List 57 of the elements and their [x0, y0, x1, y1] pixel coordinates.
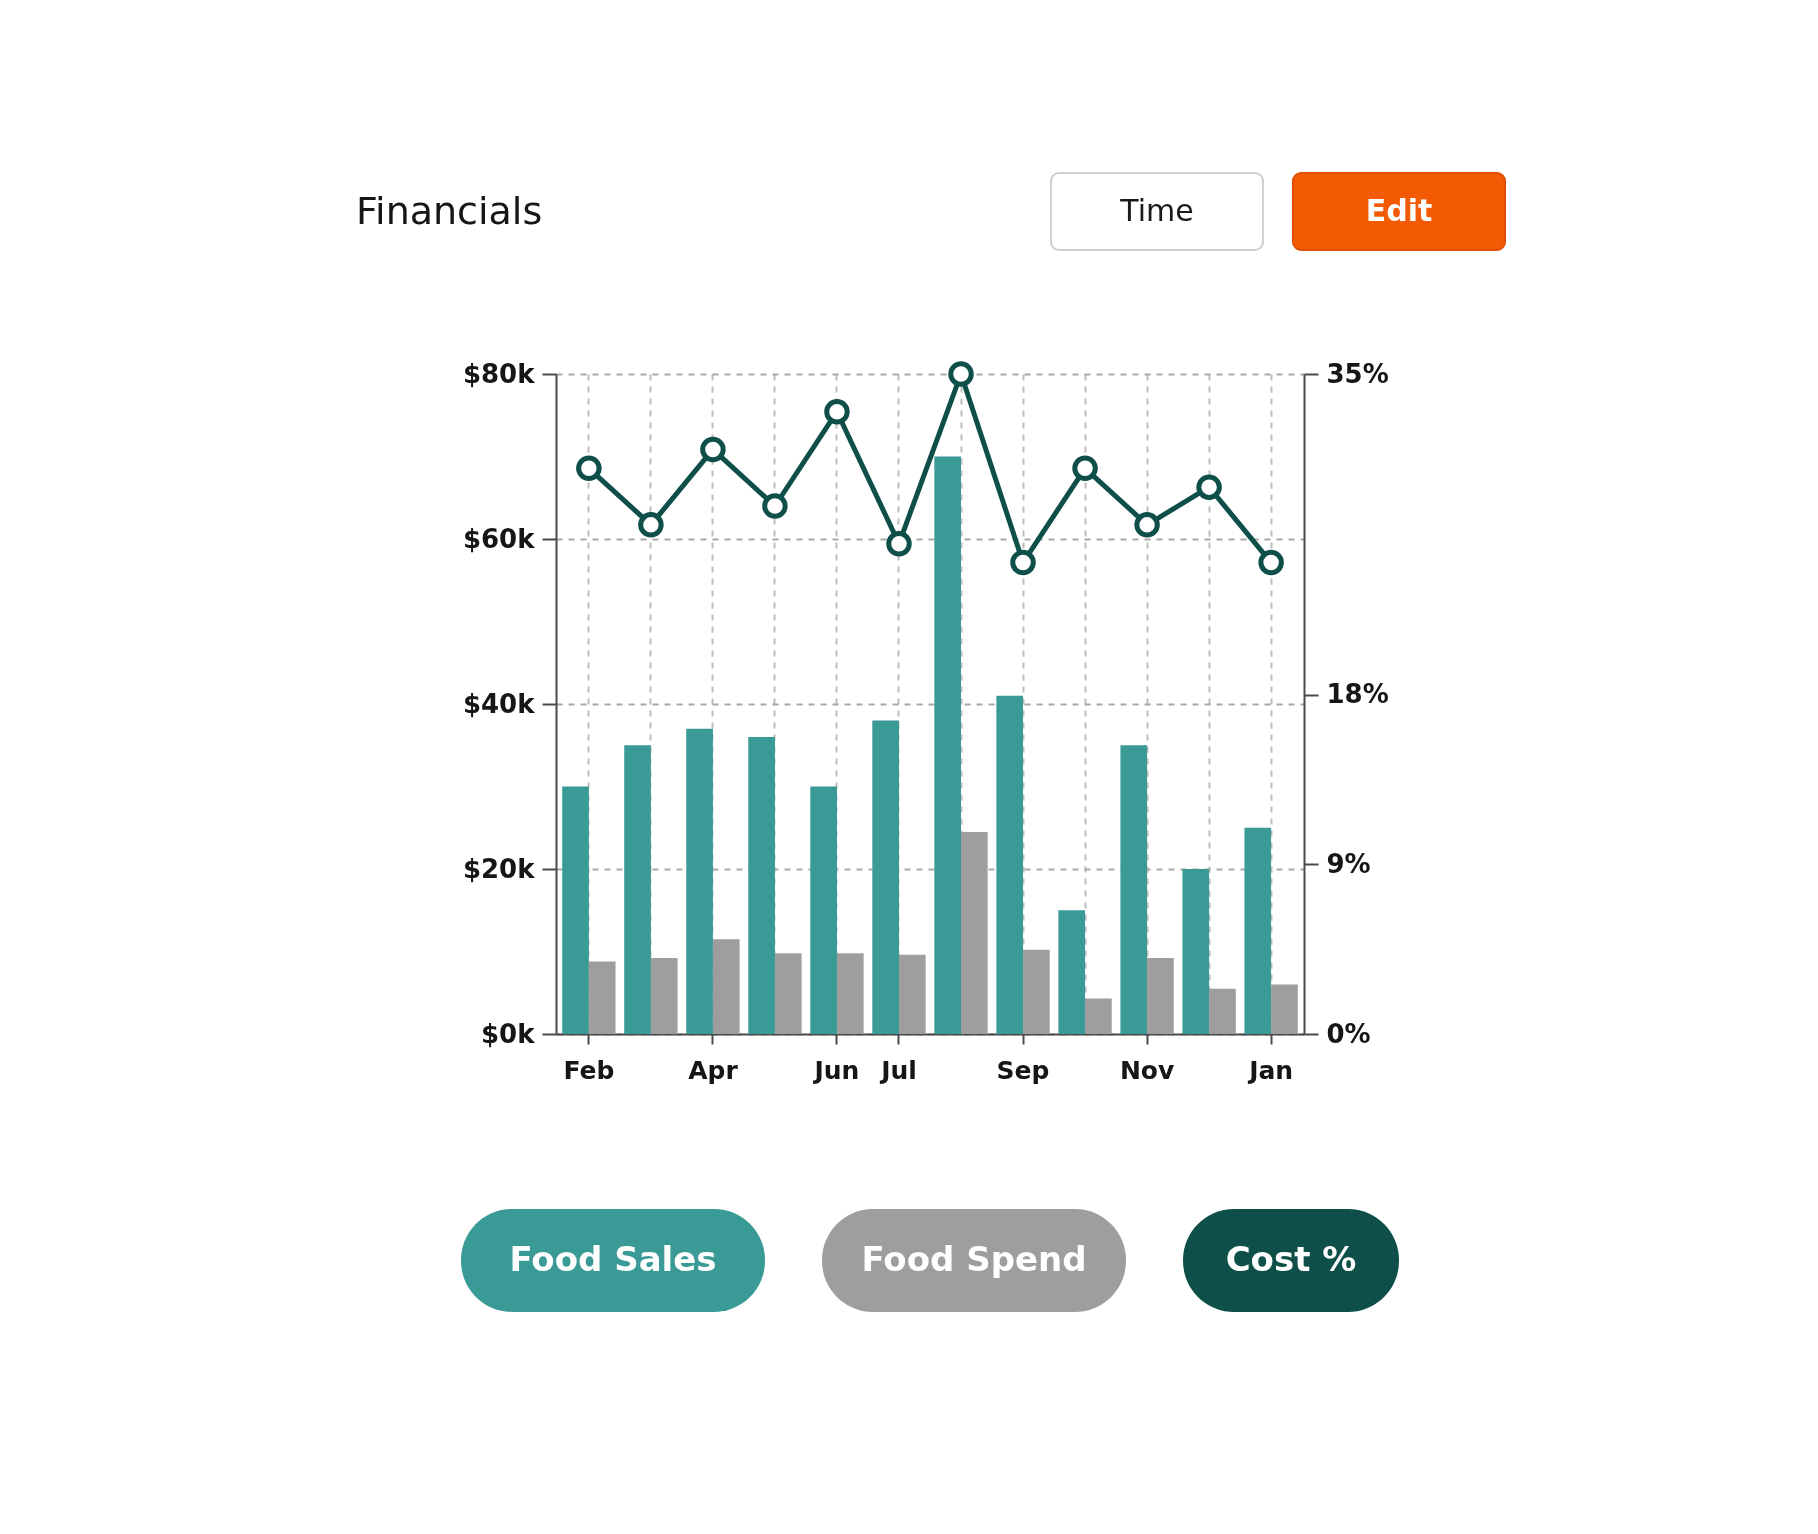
- y2-tick-label: 9%: [1326, 848, 1371, 879]
- y2-tick-label: 18%: [1326, 679, 1389, 710]
- chart-title: Financials: [356, 189, 543, 233]
- bar: [872, 720, 899, 1034]
- text: Food Sales: [509, 1239, 717, 1279]
- point: [886, 530, 912, 557]
- text: Edit: [1365, 193, 1433, 228]
- bar: [1271, 984, 1298, 1034]
- bar: [996, 695, 1024, 1034]
- bar: [934, 456, 962, 1034]
- x-tick-label: Apr: [688, 1055, 739, 1085]
- point: [1196, 474, 1222, 500]
- point: [1134, 512, 1160, 538]
- bar: [588, 961, 616, 1034]
- x-tick-label: Jan: [1247, 1055, 1294, 1085]
- point: [762, 493, 788, 519]
- x-tick-label: Nov: [1119, 1055, 1175, 1085]
- bar: [1058, 910, 1086, 1034]
- bar: [1182, 869, 1210, 1034]
- point: [824, 398, 850, 425]
- bar: [1023, 949, 1050, 1034]
- bar: [1085, 998, 1112, 1034]
- bar: [712, 939, 740, 1034]
- point: [700, 436, 726, 463]
- bar: [1120, 745, 1148, 1034]
- point: [1072, 455, 1098, 482]
- bar: [686, 728, 713, 1034]
- bar: [898, 954, 926, 1034]
- y-tick-label: $20k: [462, 853, 536, 884]
- point: [638, 512, 664, 538]
- x-tick-label: Feb: [563, 1055, 615, 1085]
- y-tick-label: $60k: [462, 523, 536, 554]
- y-tick-label: $80k: [462, 358, 536, 389]
- text: Food Spend: [861, 1239, 1087, 1279]
- point: [1258, 549, 1284, 576]
- point: [576, 455, 602, 482]
- bar: [1147, 958, 1174, 1034]
- point: [1010, 549, 1036, 576]
- bar: [562, 786, 589, 1034]
- bar: [624, 745, 651, 1034]
- text: Time: [1119, 193, 1194, 228]
- y2-tick-label: 0%: [1326, 1018, 1371, 1049]
- bar: [1209, 988, 1236, 1034]
- bar: [836, 953, 864, 1034]
- x-tick-label: Jul: [879, 1055, 917, 1085]
- bar: [748, 737, 775, 1034]
- bar: [774, 953, 802, 1034]
- y-tick-label: $0k: [481, 1018, 536, 1049]
- point: [948, 361, 974, 387]
- y-tick-label: $40k: [462, 688, 536, 719]
- x-tick-label: Sep: [996, 1055, 1050, 1085]
- bar: [1244, 827, 1272, 1034]
- bar: [650, 958, 678, 1034]
- y2-tick-label: 35%: [1326, 358, 1389, 389]
- text: Cost %: [1225, 1239, 1357, 1279]
- bar: [810, 786, 837, 1034]
- x-tick-label: Jun: [812, 1055, 860, 1085]
